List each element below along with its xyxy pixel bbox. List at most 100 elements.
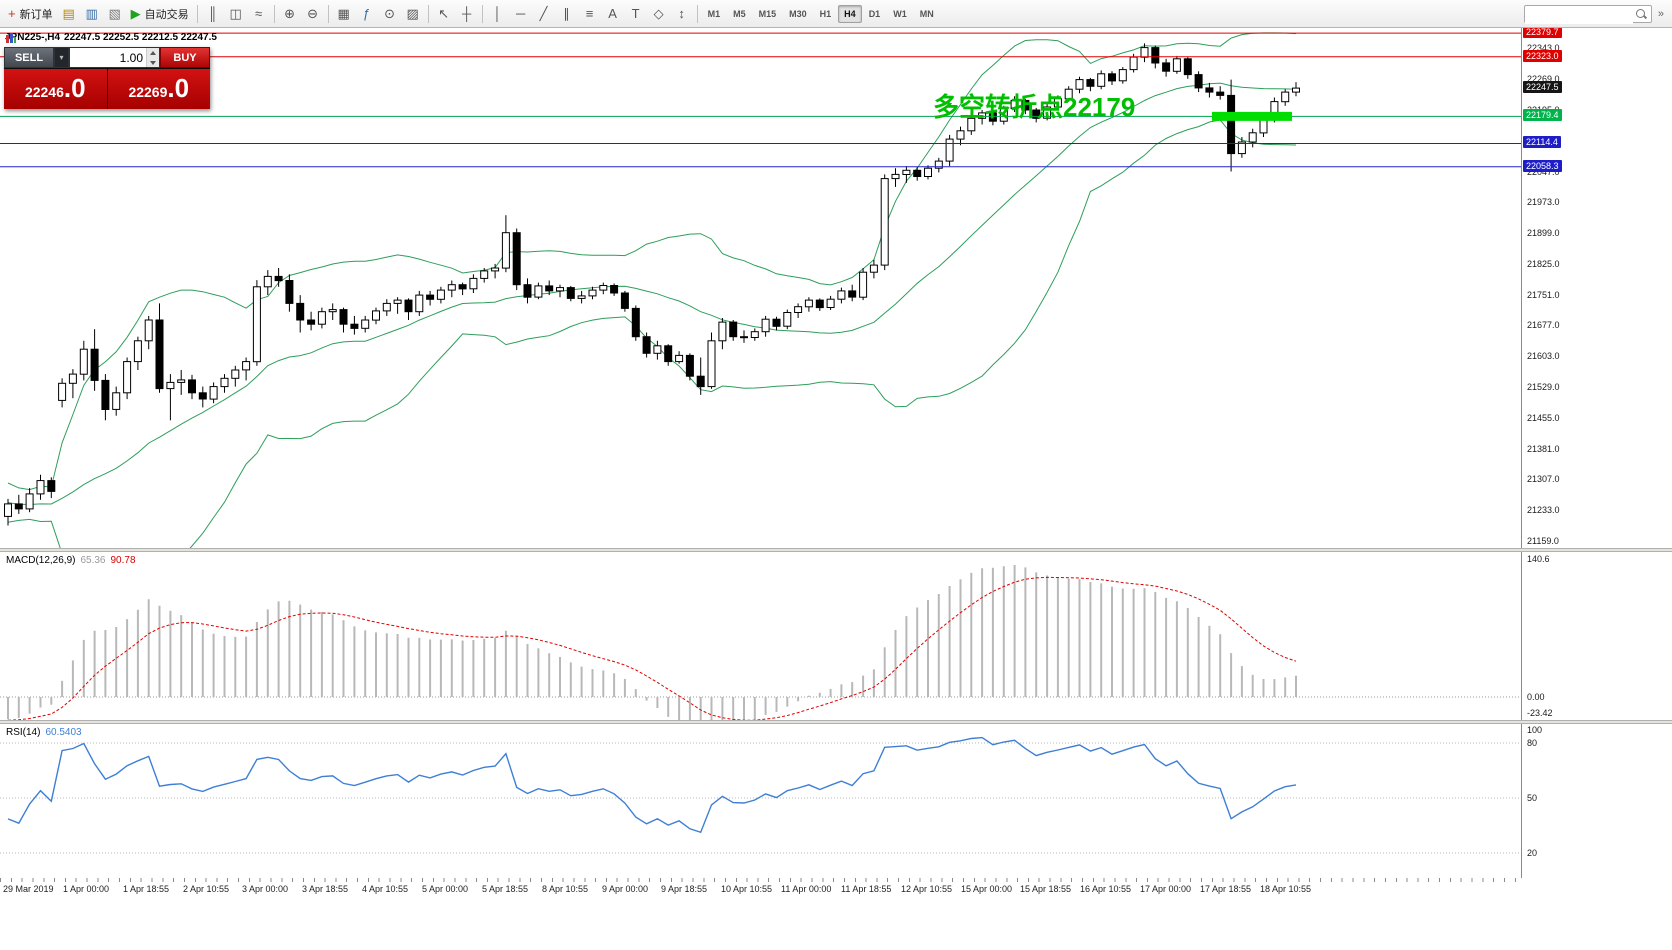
macd-name: MACD(12,26,9) [6, 555, 76, 566]
search-input[interactable] [1524, 8, 1633, 24]
time-axis-label: 16 Apr 10:55 [1080, 884, 1132, 894]
pane-splitter[interactable] [0, 720, 1672, 724]
chart-window-icon [6, 33, 16, 43]
candlestick-chart[interactable]: 多空转折点22179 [0, 28, 1521, 548]
lot-increase-button[interactable] [147, 48, 159, 58]
buy-button[interactable]: BUY [160, 47, 210, 68]
time-axis-label: 3 Apr 00:00 [242, 884, 289, 894]
pane-splitter[interactable] [0, 548, 1672, 552]
toolbar-overflow-icon[interactable]: » [1657, 7, 1664, 20]
price-axis-label: 21677.0 [1527, 320, 1560, 330]
trade-options-dropdown[interactable]: ▾ [54, 47, 69, 68]
price-axis-label: 21603.0 [1527, 351, 1560, 361]
sell-button[interactable]: SELL [4, 47, 54, 68]
periods-icon[interactable]: ⊙ [379, 3, 401, 25]
line-chart-icon[interactable]: ≈ [248, 3, 270, 25]
time-axis-label: 8 Apr 10:55 [542, 884, 589, 894]
fibonacci-icon[interactable]: ≡ [579, 3, 601, 25]
channel-icon[interactable]: ∥ [556, 3, 578, 25]
crosshair-icon[interactable]: ┼ [456, 3, 478, 25]
price-axis-label: 22343.0 [1527, 43, 1560, 53]
bar-chart-icon[interactable]: ║ [202, 3, 224, 25]
sell-price-main: 22246 [24, 84, 64, 100]
time-axis-label: 11 Apr 18:55 [841, 884, 892, 894]
time-axis-label: 17 Apr 00:00 [1140, 884, 1192, 894]
cursor-icon[interactable]: ↖ [433, 3, 455, 25]
lot-decrease-button[interactable] [147, 57, 159, 67]
time-axis-label: 2 Apr 10:55 [183, 884, 230, 894]
timeframe-h4[interactable]: H4 [838, 4, 862, 23]
search-icon[interactable] [1635, 8, 1647, 20]
timeframe-w1[interactable]: W1 [893, 8, 907, 19]
timeframe-m5[interactable]: M5 [733, 8, 746, 19]
toolbar-separator [427, 4, 429, 23]
candlestick-chart-icon: ◫ [229, 6, 242, 21]
time-axis-label: 11 Apr 00:00 [781, 884, 832, 894]
lot-spinner [146, 48, 159, 67]
horizontal-line-icon[interactable]: ─ [510, 3, 532, 25]
macd-signal-value: 90.78 [110, 555, 136, 566]
toolbar-separator [481, 4, 483, 23]
toolbar: + 新订单 ▤ ▥ ▧ ▶ 自动交易 ║ ◫ ≈ ⊕ ⊖ ▦ ƒ ⊙ ▨ ↖ ┼ │ ─ ╱ ∥ ≡ A T ◇ ↕ M1 M5 M15… [0, 0, 1672, 28]
time-axis-ticks [0, 878, 1521, 882]
rsi-chart[interactable] [0, 724, 1521, 878]
candles [4, 43, 1300, 526]
rsi-value: 60.5403 [45, 727, 82, 738]
candlestick-chart-icon[interactable]: ◫ [225, 3, 247, 25]
rsi-pane[interactable]: 100 80 50 20 RSI(14) 60.5403 [0, 724, 1672, 878]
tile-windows-icon: ▦ [337, 6, 350, 21]
chart-annotation: 多空转折点22179 [933, 92, 1135, 122]
price-axis-label: 21233.0 [1527, 505, 1560, 515]
alerts-icon[interactable]: ▧ [104, 3, 126, 25]
search-box [1523, 4, 1652, 24]
sell-price-button[interactable]: 22246.0 [4, 69, 107, 109]
timeframe-m1[interactable]: M1 [707, 8, 721, 19]
indicators-icon[interactable]: ƒ [356, 3, 378, 25]
time-axis-label: 5 Apr 00:00 [422, 884, 469, 894]
autotrading-button[interactable]: ▶ 自动交易 [127, 3, 193, 25]
rsi-axis-label: 80 [1527, 738, 1538, 748]
zoom-out-icon[interactable]: ⊖ [302, 3, 324, 25]
arrow-tools-icon[interactable]: ↕ [671, 3, 693, 25]
charts-icon[interactable]: ▤ [58, 3, 80, 25]
time-axis-label: 9 Apr 00:00 [602, 884, 649, 894]
macd-chart[interactable] [0, 552, 1521, 720]
timeframe-d1[interactable]: D1 [868, 8, 881, 19]
macd-axis-label: 0.00 [1527, 692, 1545, 702]
rsi-axis: 100 80 50 20 [1521, 724, 1672, 878]
profiles-icon[interactable]: ▥ [81, 3, 103, 25]
templates-icon[interactable]: ▨ [402, 3, 424, 25]
zoom-in-icon[interactable]: ⊕ [279, 3, 301, 25]
macd-label: MACD(12,26,9) 65.36 90.78 [6, 555, 136, 566]
trendline-icon[interactable]: ╱ [533, 3, 555, 25]
price-axis-label: 21751.0 [1527, 290, 1560, 300]
new-order-button[interactable]: + 新订单 [4, 3, 57, 25]
time-axis[interactable]: 29 Mar 2019 1 Apr 00:00 1 Apr 18:55 2 Apr 1… [0, 878, 1672, 900]
templates-icon: ▨ [406, 6, 419, 21]
indicators-icon: ƒ [362, 6, 371, 21]
macd-pane[interactable]: 140.6 0.00 -23.42 MACD(12,26,9) 65.36 90.78 [0, 552, 1672, 720]
vertical-line-icon[interactable]: │ [487, 3, 509, 25]
timeframe-m15[interactable]: M15 [758, 8, 777, 19]
trade-row-buttons: SELL ▾ BUY [4, 47, 210, 68]
timeframe-mn[interactable]: MN [919, 8, 934, 19]
bollinger-middle-band [7, 82, 1297, 506]
timeframe-h1[interactable]: H1 [819, 8, 832, 19]
time-axis-label: 15 Apr 18:55 [1020, 884, 1072, 894]
macd-main-value: 65.36 [80, 555, 106, 566]
trade-row-prices: 22246.0 22269.0 [4, 68, 210, 109]
price-axis: 22343.022269.022195.022121.022047.021973… [1521, 26, 1672, 548]
profiles-icon: ▥ [85, 6, 98, 21]
bar-chart-icon: ║ [207, 6, 218, 21]
macd-signal-line [7, 576, 1297, 720]
shapes-icon[interactable]: ◇ [648, 3, 670, 25]
timeframe-m30[interactable]: M30 [789, 8, 807, 19]
buy-price-button[interactable]: 22269.0 [107, 69, 210, 109]
lot-size-input[interactable] [70, 48, 146, 67]
main-chart-pane[interactable]: 多空转折点22179 22343.022269.022195.022121.02… [0, 26, 1672, 548]
tile-windows-icon[interactable]: ▦ [333, 3, 355, 25]
buy-price-main: 22269 [128, 84, 168, 100]
text-icon[interactable]: A [602, 3, 624, 25]
sell-price-fraction: .0 [63, 73, 86, 103]
label-icon[interactable]: T [625, 3, 647, 25]
